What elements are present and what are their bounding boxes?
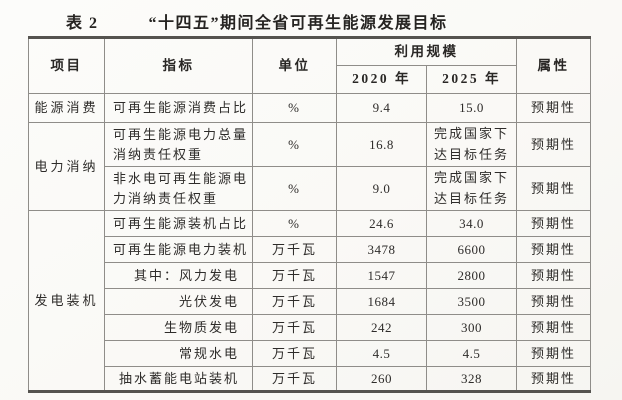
header-year-2025: 2025 年 (426, 65, 517, 94)
value-2025-cell: 完成国家下达目标任务 (426, 122, 517, 167)
header-row-1: 项目 指标 单位 利用规模 属性 (28, 37, 591, 94)
value-2025-cell: 3500 (426, 288, 517, 315)
value-2020-cell: 4.5 (336, 340, 427, 367)
value-2020-cell: 3478 (336, 236, 427, 263)
attribute-cell: 预期性 (516, 262, 591, 289)
header-indicator: 指标 (104, 37, 253, 94)
indicator-cell: 可再生能源电力总量消纳责任权重 (104, 122, 253, 167)
value-2025-cell: 4.5 (426, 340, 517, 367)
indicator-cell: 光伏发电 (104, 288, 253, 315)
indicator-cell: 可再生能源装机占比 (104, 210, 253, 237)
value-2020-cell: 242 (336, 314, 427, 341)
attribute-cell: 预期性 (516, 314, 591, 341)
table-header: 项目 指标 单位 利用规模 属性 2020 年 2025 年 (28, 37, 591, 94)
table-row: 电力消纳 可再生能源电力总量消纳责任权重 % 16.8 完成国家下达目标任务 预… (28, 122, 591, 211)
table-caption: 表 2 “十四五”期间全省可再生能源发展目标 (66, 9, 448, 33)
value-2025-cell: 完成国家下达目标任务 (426, 166, 517, 211)
unit-cell: % (252, 210, 337, 237)
attribute-cell: 预期性 (516, 93, 591, 123)
header-row-2: 2020 年 2025 年 (29, 65, 591, 94)
value-2020-cell: 16.8 (336, 122, 427, 167)
table-row: 抽水蓄能电站装机 万千瓦 260 328 预期性 (29, 366, 591, 392)
value-2025-cell: 34.0 (426, 210, 517, 237)
header-unit: 单位 (252, 37, 337, 94)
indicator-cell: 常规水电 (104, 340, 253, 367)
value-2020-cell: 9.4 (336, 93, 427, 123)
unit-cell: 万千瓦 (252, 262, 337, 289)
value-2020-cell: 24.6 (336, 210, 427, 237)
value-2025-cell: 15.0 (426, 93, 517, 123)
table-row: 可再生能源电力装机 万千瓦 3478 6600 预期性 (29, 236, 591, 263)
table-body: 能源消费 可再生能源消费占比 % 9.4 15.0 预期性 电力消纳 可再生能源… (28, 93, 591, 392)
attribute-cell: 预期性 (516, 210, 591, 237)
header-usage-scale: 利用规模 (336, 37, 517, 66)
indicator-cell: 生物质发电 (104, 314, 253, 341)
indicator-cell: 可再生能源电力装机 (104, 236, 253, 263)
table-row: 能源消费 可再生能源消费占比 % 9.4 15.0 预期性 (28, 93, 591, 123)
attribute-cell: 预期性 (516, 236, 591, 263)
attribute-cell: 预期性 (516, 340, 591, 367)
table-row: 生物质发电 万千瓦 242 300 预期性 (29, 314, 591, 341)
table-title: “十四五”期间全省可再生能源发展目标 (148, 15, 448, 32)
value-2025-cell: 6600 (426, 236, 517, 263)
indicator-cell: 抽水蓄能电站装机 (104, 366, 253, 392)
value-2025-cell: 2800 (426, 262, 517, 289)
header-year-2020: 2020 年 (336, 65, 427, 94)
unit-cell: 万千瓦 (252, 366, 337, 392)
project-cell-installed-capacity: 发电装机 (28, 210, 105, 392)
unit-cell: 万千瓦 (252, 314, 337, 341)
unit-cell: % (252, 93, 337, 123)
project-cell-energy-consumption: 能源消费 (28, 93, 105, 123)
table-row: 非水电可再生能源电力消纳责任权重 % 9.0 完成国家下达目标任务 预期性 (29, 166, 591, 211)
unit-cell: 万千瓦 (252, 340, 337, 367)
project-cell-power-absorption: 电力消纳 (28, 122, 105, 211)
indicator-cell: 其中：风力发电 (104, 262, 253, 289)
attribute-cell: 预期性 (516, 122, 591, 167)
attribute-cell: 预期性 (516, 166, 591, 211)
header-project: 项目 (28, 37, 105, 94)
value-2020-cell: 260 (336, 366, 427, 392)
value-2025-cell: 300 (426, 314, 517, 341)
value-2025-cell: 328 (426, 366, 517, 392)
unit-cell: % (252, 166, 337, 211)
header-attribute: 属性 (516, 37, 591, 94)
indicator-cell: 可再生能源消费占比 (104, 93, 253, 123)
table-row: 常规水电 万千瓦 4.5 4.5 预期性 (29, 340, 591, 367)
table-number: 表 2 (66, 15, 99, 32)
table-row: 光伏发电 万千瓦 1684 3500 预期性 (29, 288, 591, 315)
value-2020-cell: 9.0 (336, 166, 427, 211)
renewable-energy-targets-table: 项目 指标 单位 利用规模 属性 2020 年 2025 年 能源消费 可再生能… (28, 36, 591, 393)
attribute-cell: 预期性 (516, 288, 591, 315)
attribute-cell: 预期性 (516, 366, 591, 392)
value-2020-cell: 1684 (336, 288, 427, 315)
unit-cell: 万千瓦 (252, 288, 337, 315)
table-row: 其中：风力发电 万千瓦 1547 2800 预期性 (29, 262, 591, 289)
indicator-cell: 非水电可再生能源电力消纳责任权重 (104, 166, 253, 211)
table-row: 发电装机 可再生能源装机占比 % 24.6 34.0 预期性 (28, 210, 591, 392)
unit-cell: % (252, 122, 337, 167)
unit-cell: 万千瓦 (252, 236, 337, 263)
value-2020-cell: 1547 (336, 262, 427, 289)
